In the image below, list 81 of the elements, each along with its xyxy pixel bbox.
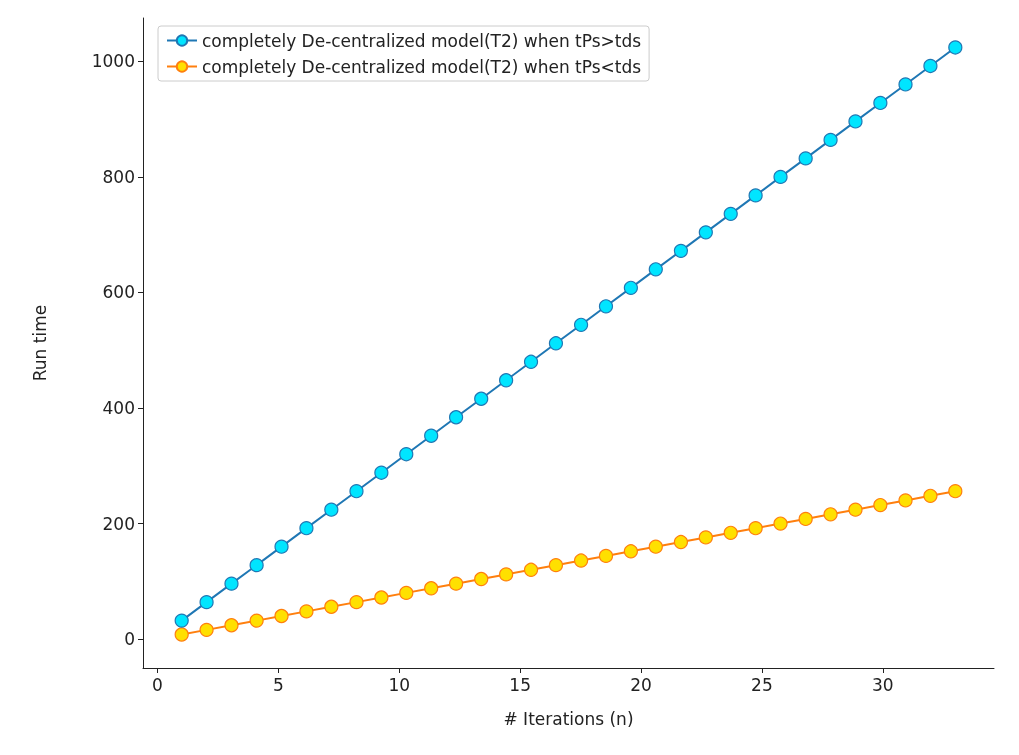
point — [249, 558, 264, 573]
point — [848, 114, 863, 129]
point — [823, 132, 838, 148]
point — [673, 243, 689, 258]
point — [923, 488, 938, 503]
point — [598, 299, 614, 314]
y-tick-label: 1000 — [91, 51, 135, 72]
y-axis-title: Run time — [29, 304, 50, 382]
point — [474, 571, 489, 587]
x-tick-label: 10 — [388, 674, 411, 695]
point — [274, 539, 289, 554]
point — [948, 40, 963, 55]
point — [399, 585, 414, 600]
point — [698, 225, 713, 240]
point — [873, 95, 888, 111]
point — [199, 622, 214, 637]
legend-label: completely De-centralized model(T2) when tPs>tds — [202, 30, 642, 51]
point — [548, 558, 564, 573]
y-tick-label: 800 — [102, 166, 135, 187]
point — [448, 576, 464, 591]
point — [448, 410, 464, 425]
point — [573, 317, 589, 332]
point — [523, 354, 539, 369]
point — [573, 553, 589, 568]
y-tick-label: 600 — [102, 282, 135, 303]
y-tick-label: 0 — [124, 629, 135, 650]
point — [399, 447, 414, 462]
point — [349, 484, 364, 499]
x-tick-label: 30 — [871, 674, 894, 695]
point — [823, 507, 838, 522]
point — [299, 604, 314, 619]
y-tick-label: 400 — [102, 398, 135, 418]
point — [798, 151, 813, 166]
y-tick-label: 200 — [102, 513, 135, 534]
x-tick-label: 25 — [751, 674, 773, 695]
point — [374, 465, 389, 480]
point — [723, 525, 738, 540]
point — [748, 521, 763, 536]
point — [174, 613, 189, 628]
point — [499, 567, 514, 582]
point — [748, 188, 763, 203]
point — [424, 428, 439, 443]
point — [598, 548, 614, 564]
point — [374, 590, 389, 605]
point — [898, 77, 913, 92]
point — [773, 169, 788, 184]
point — [898, 493, 913, 508]
point — [224, 618, 239, 633]
point — [274, 608, 289, 624]
point — [523, 562, 539, 577]
point — [848, 502, 863, 517]
point — [648, 539, 663, 554]
point — [349, 595, 364, 610]
point — [324, 599, 339, 614]
point — [548, 336, 564, 351]
x-tick-label: 5 — [272, 674, 284, 695]
point — [948, 484, 963, 499]
point — [648, 262, 663, 277]
point — [199, 595, 214, 610]
x-tick-label: 20 — [630, 674, 652, 695]
point — [299, 521, 314, 536]
point — [249, 613, 264, 628]
point — [174, 627, 189, 642]
point — [623, 544, 638, 559]
point — [923, 58, 938, 74]
x-axis-title: # Iterations (n) — [503, 708, 634, 729]
point — [623, 280, 638, 295]
x-tick-label: 15 — [509, 674, 531, 695]
legend-label: completely De-centralized model(T2) when tPs<tds — [202, 56, 642, 77]
point — [773, 516, 788, 531]
point — [324, 502, 339, 517]
point — [224, 576, 239, 591]
point — [499, 373, 514, 388]
x-tick-label: 0 — [152, 674, 163, 695]
point — [873, 497, 888, 513]
point — [798, 511, 813, 527]
point — [474, 391, 489, 406]
point — [723, 206, 738, 221]
point — [673, 534, 689, 550]
point — [698, 530, 713, 545]
point — [424, 581, 439, 596]
